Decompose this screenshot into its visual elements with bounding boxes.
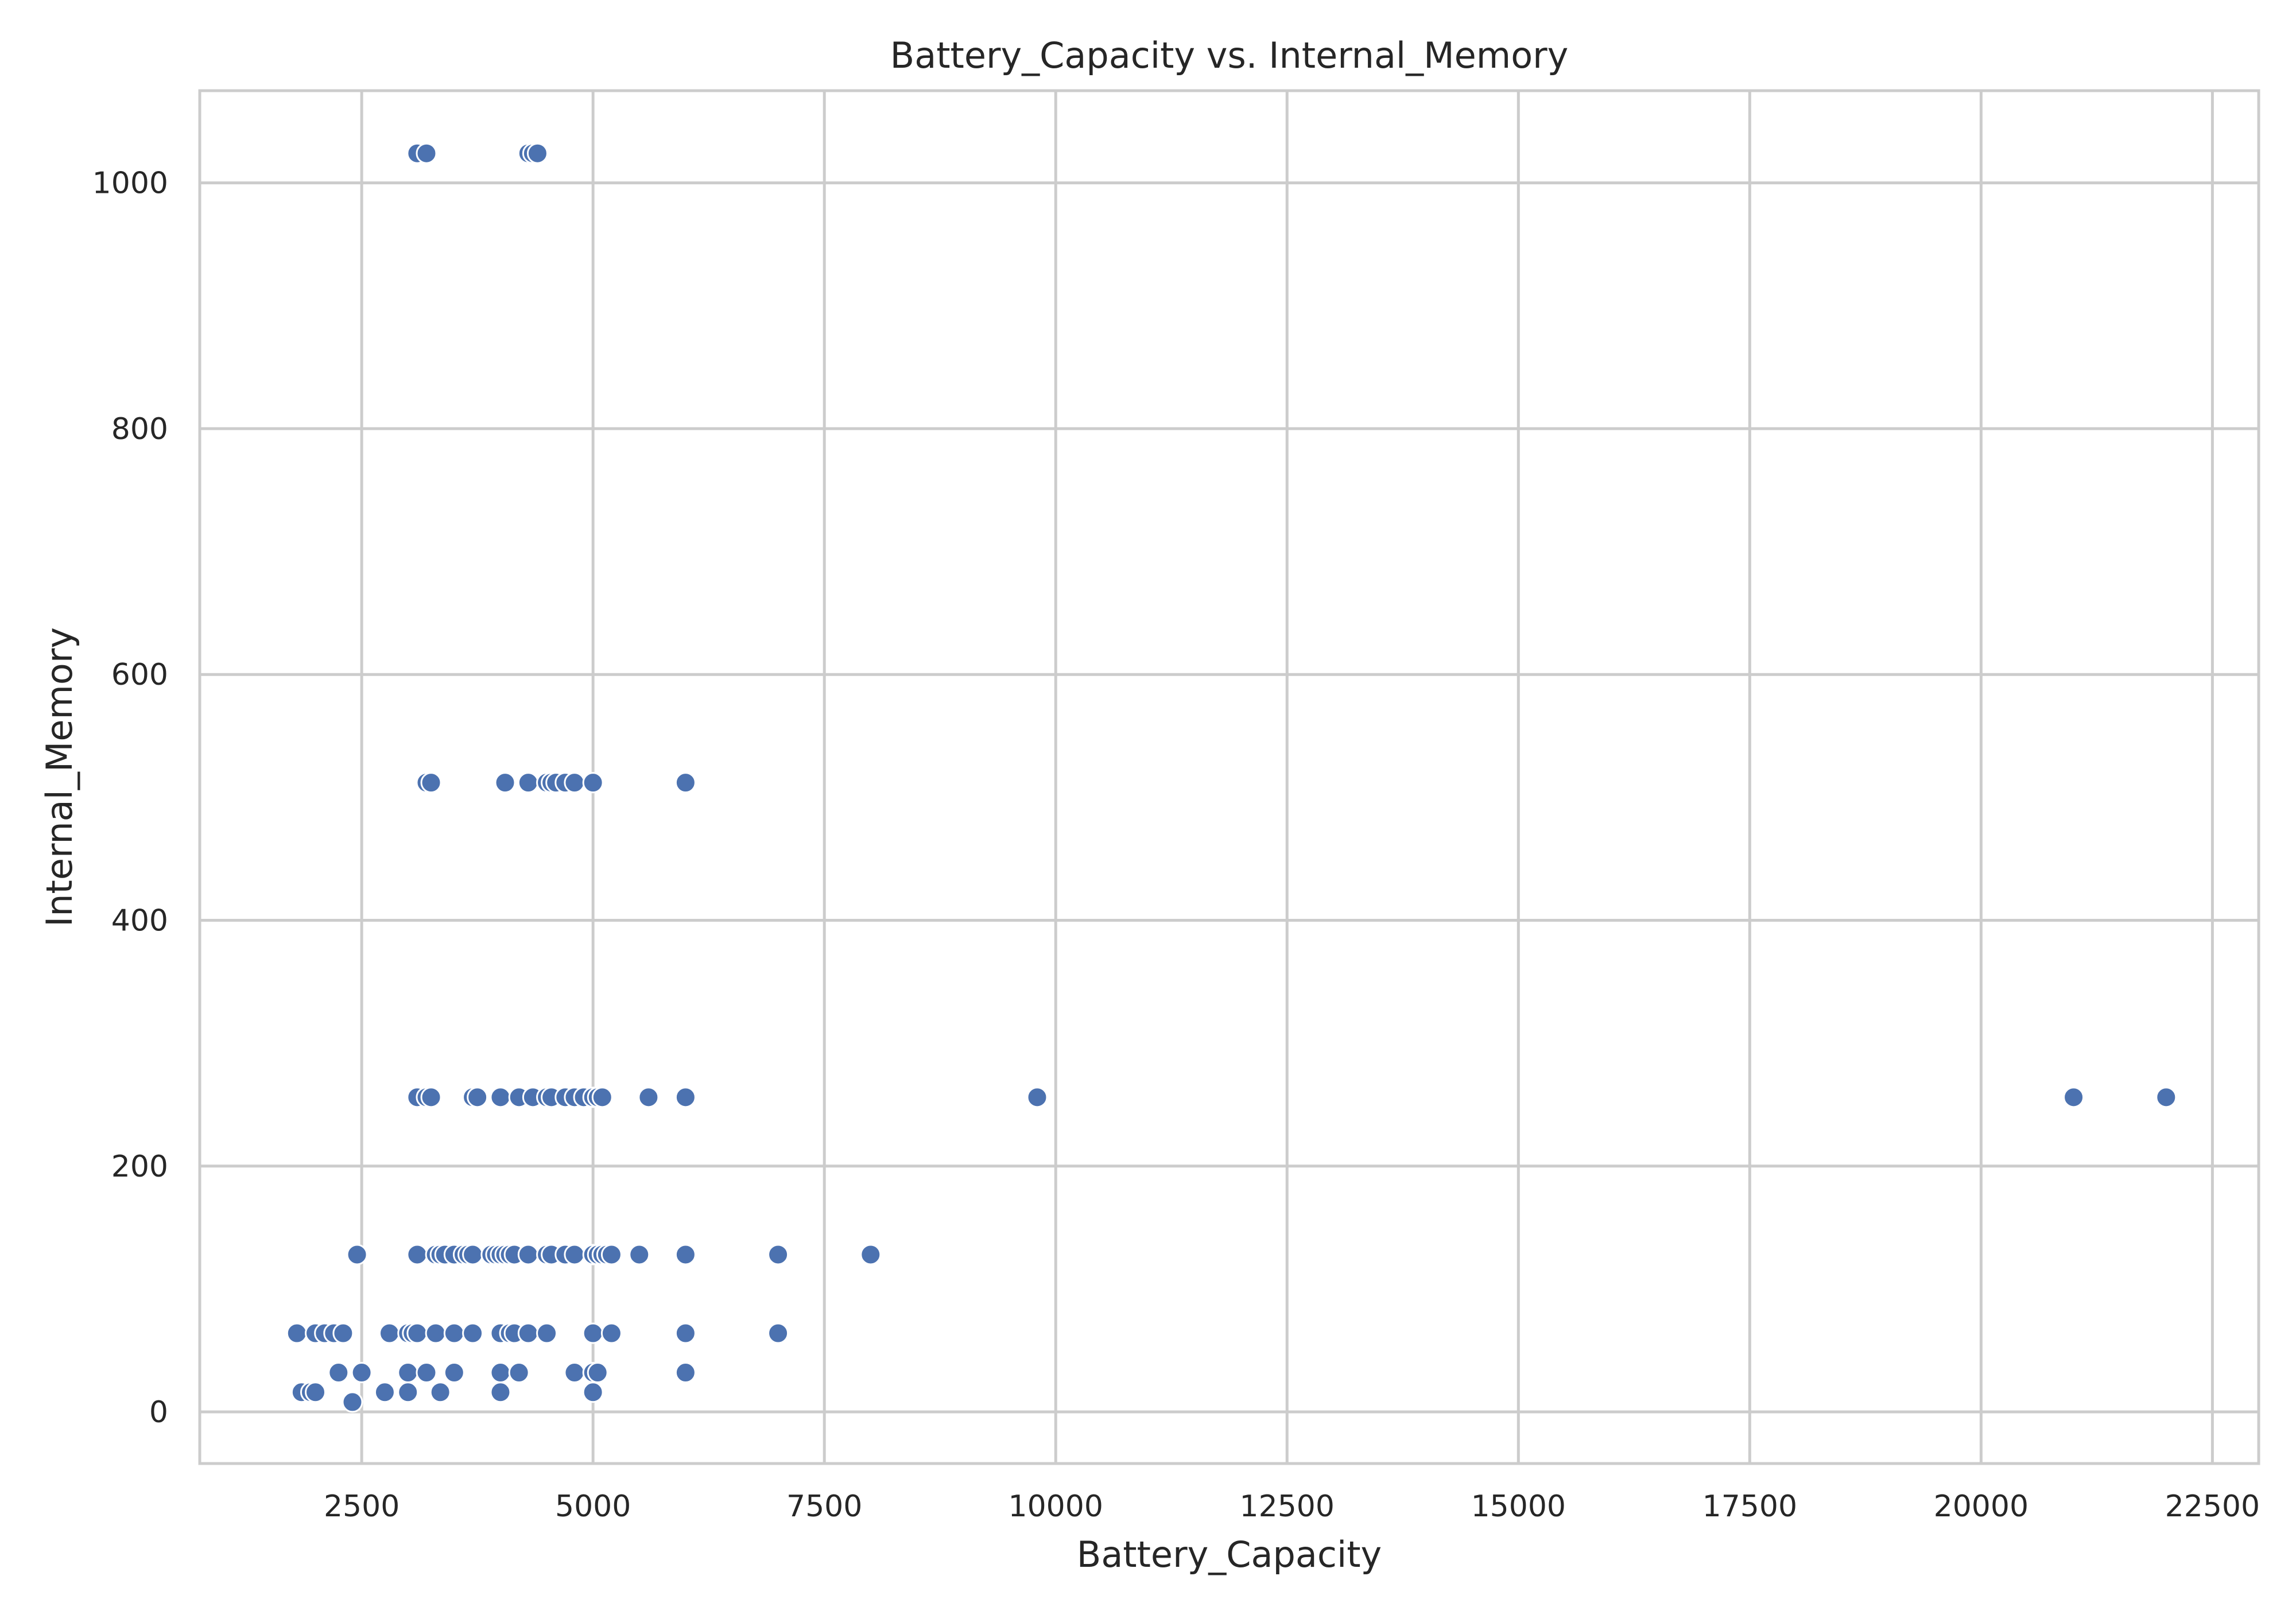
y-tick-label: 200 — [111, 1150, 168, 1184]
x-axis-title: Battery_Capacity — [1077, 1534, 1382, 1575]
x-axis-ticks: 2500 5000 7500 10000 12500 15000 17500 20000 225… — [324, 1489, 2260, 1524]
data-point — [860, 1244, 882, 1266]
plot-area-frame — [198, 89, 2260, 1465]
x-tick-label: 22500 — [2165, 1489, 2260, 1524]
x-tick-label: 20000 — [1934, 1489, 2029, 1524]
data-point — [490, 1086, 511, 1108]
data-point — [397, 1362, 419, 1384]
data-point — [378, 1322, 400, 1344]
data-point — [582, 772, 604, 794]
x-tick-label: 17500 — [1702, 1489, 1797, 1524]
data-point — [674, 1244, 696, 1266]
data-point — [564, 1362, 585, 1384]
chart-title: Battery_Capacity vs. Internal_Memory — [890, 34, 1569, 76]
y-tick-label: 600 — [111, 658, 168, 692]
y-tick-label: 1000 — [92, 166, 168, 201]
data-point — [346, 1244, 368, 1266]
data-point — [467, 1086, 488, 1108]
y-tick-label: 800 — [111, 412, 168, 447]
x-tick-label: 15000 — [1471, 1489, 1566, 1524]
data-point — [328, 1362, 350, 1384]
data-point — [591, 1086, 613, 1108]
data-point — [420, 1086, 442, 1108]
y-axis-ticks: 0 200 400 600 800 1000 — [92, 166, 168, 1430]
data-point — [494, 772, 516, 794]
x-tick-label: 7500 — [786, 1489, 862, 1524]
data-point — [342, 1391, 363, 1413]
data-point — [564, 1244, 585, 1266]
data-point — [2155, 1086, 2177, 1108]
y-tick-label: 400 — [111, 903, 168, 938]
data-point — [517, 772, 539, 794]
data-point — [536, 1322, 558, 1344]
data-point — [629, 1244, 650, 1266]
data-point — [517, 1322, 539, 1344]
data-point — [526, 142, 548, 164]
data-points — [286, 142, 2177, 1413]
data-point — [564, 772, 585, 794]
data-point — [462, 1244, 484, 1266]
data-point — [638, 1086, 660, 1108]
data-point — [674, 1362, 696, 1384]
data-point — [397, 1381, 419, 1403]
data-point — [429, 1381, 451, 1403]
y-tick-label: 0 — [149, 1395, 168, 1430]
x-tick-label: 5000 — [555, 1489, 631, 1524]
data-point — [416, 1362, 437, 1384]
data-point — [462, 1322, 484, 1344]
data-point — [443, 1362, 465, 1384]
data-point — [490, 1362, 511, 1384]
data-point — [420, 772, 442, 794]
grid-lines — [200, 91, 2259, 1464]
data-point — [767, 1322, 789, 1344]
data-point — [2063, 1086, 2085, 1108]
data-point — [416, 142, 437, 164]
data-point — [406, 1244, 428, 1266]
data-point — [674, 1322, 696, 1344]
data-point — [582, 1381, 604, 1403]
data-point — [332, 1322, 354, 1344]
data-point — [406, 1322, 428, 1344]
data-point — [674, 772, 696, 794]
data-point — [286, 1322, 308, 1344]
data-point — [517, 1244, 539, 1266]
data-point — [600, 1322, 622, 1344]
data-point — [374, 1381, 395, 1403]
data-point — [443, 1322, 465, 1344]
x-tick-label: 10000 — [1009, 1489, 1103, 1524]
x-tick-label: 12500 — [1240, 1489, 1335, 1524]
y-axis-title: Internal_Memory — [38, 627, 80, 927]
data-point — [508, 1362, 530, 1384]
data-point — [351, 1362, 373, 1384]
x-tick-label: 2500 — [324, 1489, 400, 1524]
data-point — [305, 1381, 327, 1403]
data-point — [600, 1244, 622, 1266]
data-point — [425, 1322, 447, 1344]
data-point — [582, 1322, 604, 1344]
data-point — [674, 1086, 696, 1108]
data-point — [1026, 1086, 1048, 1108]
data-point — [587, 1362, 608, 1384]
data-point — [490, 1381, 511, 1403]
data-point — [767, 1244, 789, 1266]
